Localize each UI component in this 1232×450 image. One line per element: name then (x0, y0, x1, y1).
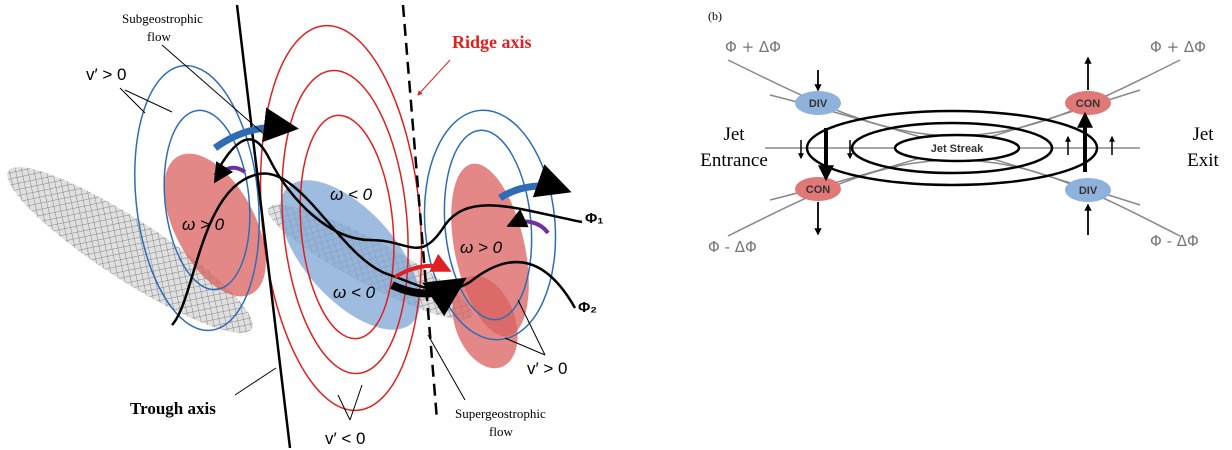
label-height: Φ - ΔΦ (1150, 232, 1199, 250)
leader-line (350, 385, 362, 420)
label-height: Φ + ΔΦ (725, 38, 781, 56)
label-jet-exit: Exit (1187, 150, 1219, 171)
height-contour (728, 60, 1180, 136)
leader-line (162, 45, 265, 135)
label-omega: ω > 0 (460, 238, 503, 257)
label-height: Φ - ΔΦ (708, 238, 757, 256)
label-v-prime: v′ > 0 (86, 65, 127, 84)
label-subgeostrophic: flow (147, 29, 171, 44)
label-jet-entrance: Jet (723, 124, 745, 145)
label-supergeostrophic: Supergeostrophic (455, 406, 546, 421)
div-label: DIV (1079, 185, 1098, 197)
panel-a: Subgeostrophic flow v′ > 0 ω > 0 ω < 0 ω… (0, 5, 604, 448)
panel-b: (b) Φ + ΔΦ Φ + ΔΦ Φ - ΔΦ Φ - ΔΦ DIV (700, 9, 1219, 256)
label-jet-exit: Jet (1192, 124, 1214, 145)
con-label: CON (806, 184, 831, 196)
label-phi2: Φ₂ (578, 299, 597, 316)
label-v-prime: v′ > 0 (527, 359, 568, 378)
label-jet-streak: Jet Streak (931, 143, 984, 155)
con-label: CON (1076, 98, 1101, 110)
leader-line (235, 368, 276, 395)
label-ridge-axis: Ridge axis (452, 32, 532, 52)
leader-line (418, 60, 450, 95)
leader-line (125, 90, 172, 112)
height-contour (728, 160, 1180, 236)
label-phi1: Φ₁ (585, 210, 604, 227)
leader-line (120, 88, 145, 113)
label-height: Φ + ΔΦ (1150, 38, 1206, 56)
label-omega: ω < 0 (333, 283, 376, 302)
figure: Subgeostrophic flow v′ > 0 ω > 0 ω < 0 ω… (0, 0, 1232, 450)
leader-line (518, 300, 545, 355)
div-label: DIV (809, 98, 828, 110)
panel-label: (b) (708, 9, 722, 23)
label-supergeostrophic: flow (489, 424, 513, 439)
label-omega: ω < 0 (330, 185, 373, 204)
label-v-prime: v′ < 0 (325, 429, 366, 448)
label-omega: ω > 0 (182, 215, 225, 234)
flow-arrow (500, 186, 565, 198)
label-subgeostrophic: Subgeostrophic (122, 11, 203, 26)
label-jet-entrance: Entrance (700, 150, 768, 171)
label-trough-axis: Trough axis (130, 399, 216, 418)
